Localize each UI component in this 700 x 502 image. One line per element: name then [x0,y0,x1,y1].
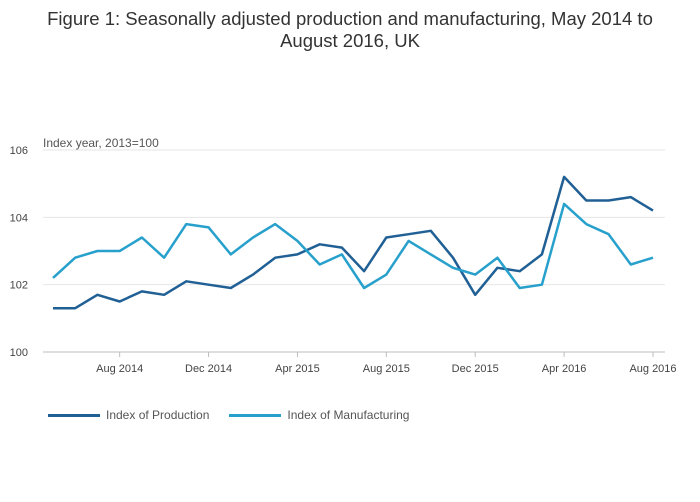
series-line-production [53,175,654,310]
chart-title-line1: Figure 1: Seasonally adjusted production… [47,8,653,29]
x-tick-label: Apr 2016 [542,363,587,375]
y-tick-label: 104 [10,212,28,224]
legend-label-production: Index of Production [106,408,210,422]
legend-swatch-production [48,413,100,417]
x-tick-label: Aug 2014 [96,363,143,375]
legend-swatch-manufacturing [229,413,282,417]
y-tick-label: 100 [10,347,28,359]
x-tick-label: Aug 2016 [629,363,676,375]
x-tick-label: Aug 2015 [363,363,410,375]
series-line-manufacturing [52,202,654,290]
series-lines [52,175,654,310]
line-chart: Index year, 2013=100 100 102 104 106 Aug 20… [10,136,677,375]
x-tick-label: Dec 2015 [452,363,499,375]
chart-title: Figure 1: Seasonally adjusted production… [0,8,700,52]
x-tick-label: Dec 2014 [185,363,232,375]
x-tick-label: Apr 2015 [275,363,320,375]
legend: Index of Production Index of Manufacturi… [48,408,429,422]
chart-title-line2: August 2016, UK [280,30,420,51]
y-tick-label: 102 [10,280,28,292]
y-tick-label: 106 [10,145,28,157]
gridlines [43,149,665,353]
x-tick-labels: Aug 2014 Dec 2014 Apr 2015 Aug 2015 Dec 2015… [96,352,677,375]
legend-label-manufacturing: Index of Manufacturing [287,408,410,422]
y-tick-labels: 100 102 104 106 [10,145,28,359]
legend-item-production[interactable]: Index of Production [48,408,209,422]
legend-item-manufacturing[interactable]: Index of Manufacturing [229,408,409,422]
y-axis-label: Index year, 2013=100 [43,136,159,150]
